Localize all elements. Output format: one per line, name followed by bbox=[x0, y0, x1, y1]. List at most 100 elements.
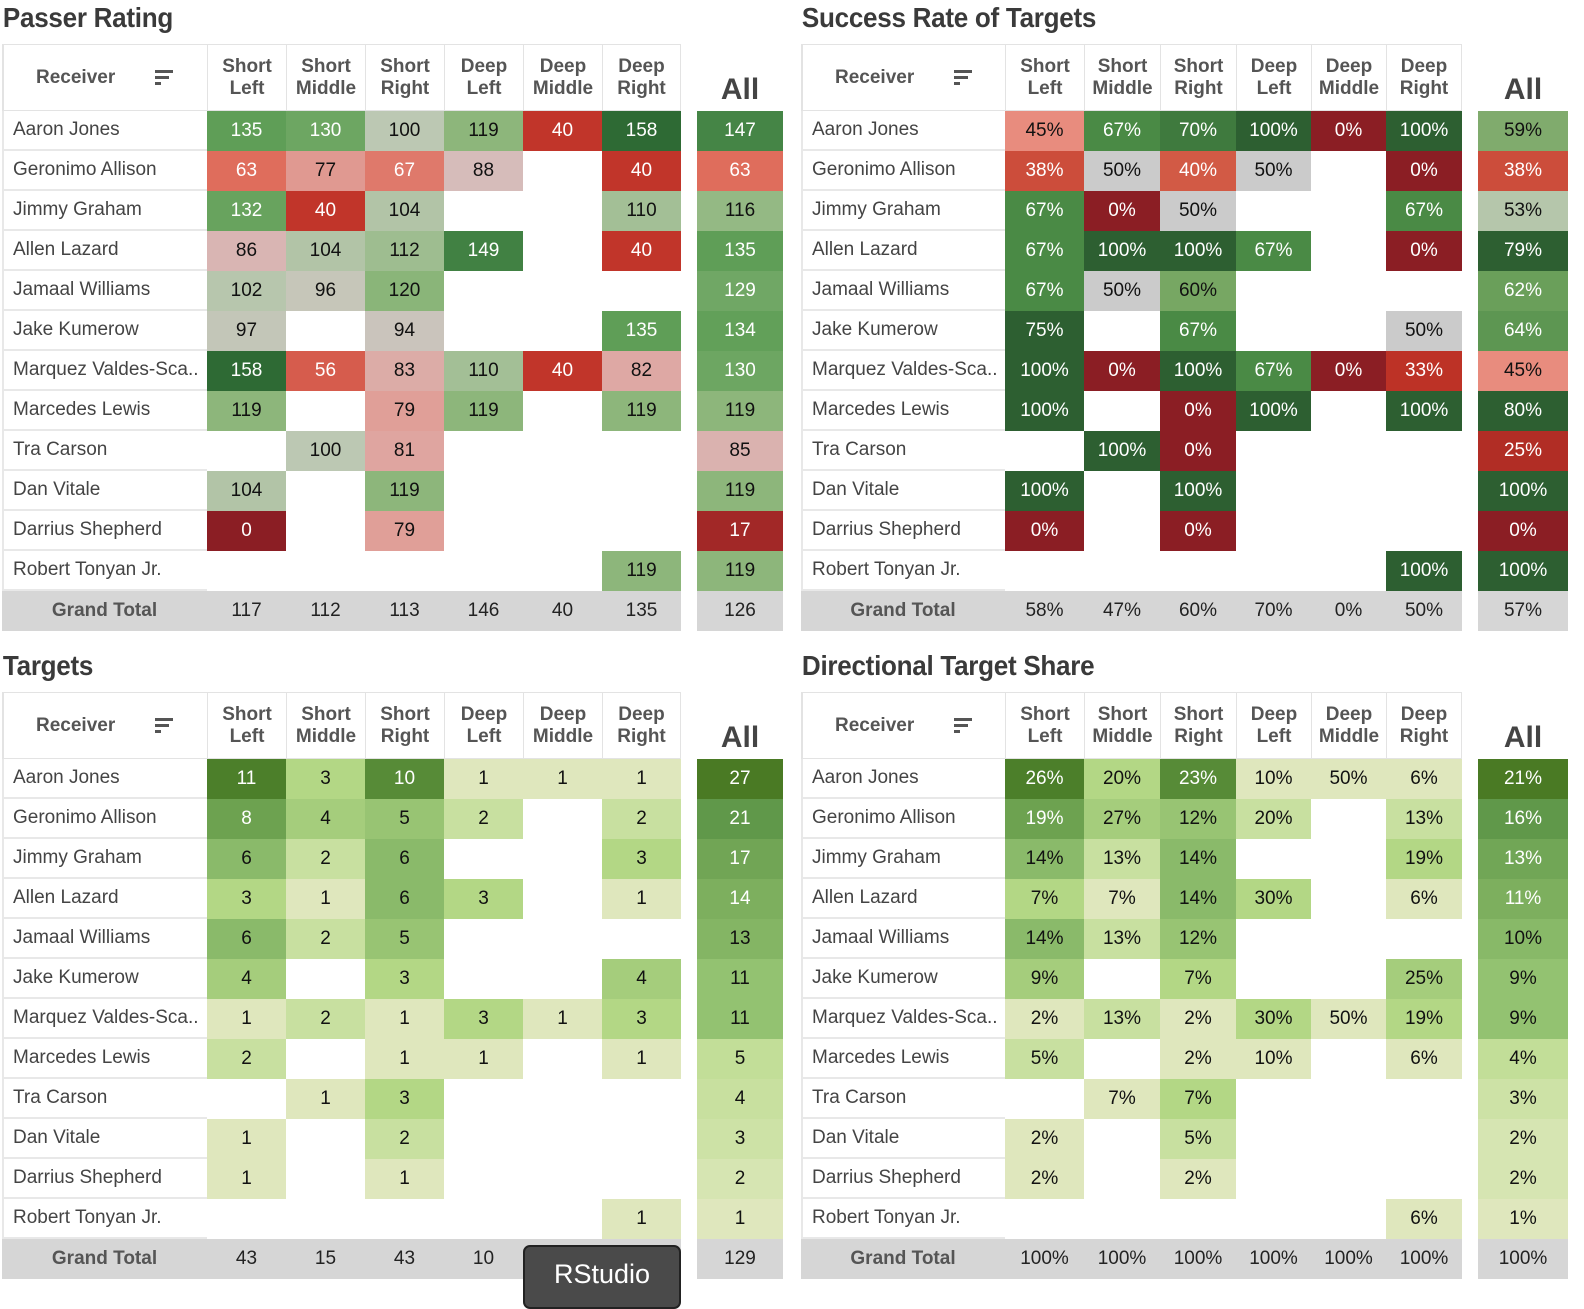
receiver-name[interactable]: Dan Vitale bbox=[801, 471, 1005, 511]
column-header[interactable]: Deep Left bbox=[1236, 44, 1311, 111]
column-header[interactable]: Deep Middle bbox=[1311, 44, 1386, 111]
column-gap bbox=[681, 1119, 697, 1159]
receiver-name[interactable]: Jamaal Williams bbox=[801, 271, 1005, 311]
receiver-name[interactable]: Marquez Valdes-Sca.. bbox=[2, 351, 207, 391]
receiver-name[interactable]: Allen Lazard bbox=[801, 879, 1005, 919]
heatmap-cell bbox=[523, 1079, 602, 1119]
sort-icon[interactable] bbox=[155, 718, 174, 733]
receiver-name[interactable]: Jake Kumerow bbox=[2, 311, 207, 351]
column-header[interactable]: Short Right bbox=[365, 44, 444, 111]
all-cell: 1% bbox=[1478, 1199, 1568, 1239]
receiver-name[interactable]: Robert Tonyan Jr. bbox=[2, 551, 207, 591]
all-cell: 0% bbox=[1478, 511, 1568, 551]
receiver-name[interactable]: Dan Vitale bbox=[801, 1119, 1005, 1159]
column-header[interactable]: Deep Right bbox=[602, 692, 681, 759]
receiver-name[interactable]: Jamaal Williams bbox=[2, 919, 207, 959]
receiver-name[interactable]: Jake Kumerow bbox=[801, 959, 1005, 999]
column-header[interactable]: Short Middle bbox=[286, 692, 365, 759]
sort-icon[interactable] bbox=[954, 718, 973, 733]
receiver-name[interactable]: Allen Lazard bbox=[801, 231, 1005, 271]
receiver-name[interactable]: Marcedes Lewis bbox=[2, 1039, 207, 1079]
column-header[interactable]: Short Left bbox=[1005, 44, 1084, 111]
receiver-name[interactable]: Marcedes Lewis bbox=[801, 1039, 1005, 1079]
heatmap-cell: 1 bbox=[286, 1079, 365, 1119]
heatmap-cell: 13% bbox=[1084, 919, 1160, 959]
receiver-name[interactable]: Tra Carson bbox=[2, 1079, 207, 1119]
heatmap-cell bbox=[444, 271, 523, 311]
receiver-name[interactable]: Jamaal Williams bbox=[2, 271, 207, 311]
column-gap bbox=[681, 271, 697, 311]
column-header[interactable]: Deep Right bbox=[1386, 44, 1462, 111]
heatmap-cell: 120 bbox=[365, 271, 444, 311]
receiver-name[interactable]: Geronimo Allison bbox=[2, 799, 207, 839]
grand-total-cell: 40 bbox=[523, 591, 602, 631]
receiver-name[interactable]: Jimmy Graham bbox=[801, 191, 1005, 231]
heatmap-cell: 112 bbox=[365, 231, 444, 271]
column-gap bbox=[1462, 959, 1478, 999]
column-header[interactable]: Short Right bbox=[1160, 44, 1236, 111]
receiver-name[interactable]: Robert Tonyan Jr. bbox=[2, 1199, 207, 1239]
column-header[interactable]: Deep Middle bbox=[523, 44, 602, 111]
heatmap-cell bbox=[602, 919, 681, 959]
column-header[interactable]: Short Middle bbox=[1084, 692, 1160, 759]
sort-icon[interactable] bbox=[954, 70, 973, 85]
column-header[interactable]: Deep Right bbox=[602, 44, 681, 111]
receiver-name[interactable]: Marquez Valdes-Sca.. bbox=[801, 999, 1005, 1039]
receiver-name[interactable]: Geronimo Allison bbox=[801, 799, 1005, 839]
receiver-header[interactable]: Receiver bbox=[2, 44, 207, 111]
column-header[interactable]: Short Middle bbox=[286, 44, 365, 111]
receiver-name[interactable]: Jake Kumerow bbox=[801, 311, 1005, 351]
receiver-name[interactable]: Geronimo Allison bbox=[2, 151, 207, 191]
receiver-header[interactable]: Receiver bbox=[801, 692, 1005, 759]
receiver-name[interactable]: Tra Carson bbox=[2, 431, 207, 471]
target-share-panel: Directional Target Share Receiver Short Le… bbox=[801, 648, 1568, 1279]
heatmap-cell bbox=[1005, 431, 1084, 471]
receiver-name[interactable]: Allen Lazard bbox=[2, 231, 207, 271]
receiver-name[interactable]: Jamaal Williams bbox=[801, 919, 1005, 959]
column-header[interactable]: Short Left bbox=[207, 692, 286, 759]
receiver-name[interactable]: Aaron Jones bbox=[2, 759, 207, 799]
heatmap-cell: 19% bbox=[1005, 799, 1084, 839]
receiver-name[interactable]: Tra Carson bbox=[801, 1079, 1005, 1119]
receiver-name[interactable]: Marquez Valdes-Sca.. bbox=[801, 351, 1005, 391]
rstudio-tooltip: RStudio bbox=[523, 1245, 681, 1309]
column-header[interactable]: Short Right bbox=[365, 692, 444, 759]
column-header[interactable]: Short Left bbox=[207, 44, 286, 111]
receiver-name[interactable]: Darrius Shepherd bbox=[2, 511, 207, 551]
sort-icon[interactable] bbox=[155, 70, 174, 85]
column-header[interactable]: Short Middle bbox=[1084, 44, 1160, 111]
receiver-name[interactable]: Marquez Valdes-Sca.. bbox=[2, 999, 207, 1039]
heatmap-cell: 4 bbox=[602, 959, 681, 999]
receiver-name[interactable]: Darrius Shepherd bbox=[801, 511, 1005, 551]
column-header[interactable]: Deep Left bbox=[1236, 692, 1311, 759]
receiver-header[interactable]: Receiver bbox=[801, 44, 1005, 111]
receiver-name[interactable]: Allen Lazard bbox=[2, 879, 207, 919]
receiver-name[interactable]: Tra Carson bbox=[801, 431, 1005, 471]
receiver-name[interactable]: Dan Vitale bbox=[2, 471, 207, 511]
column-header[interactable]: Short Left bbox=[1005, 692, 1084, 759]
receiver-name[interactable]: Marcedes Lewis bbox=[2, 391, 207, 431]
receiver-name[interactable]: Jimmy Graham bbox=[2, 191, 207, 231]
receiver-name[interactable]: Marcedes Lewis bbox=[801, 391, 1005, 431]
receiver-name[interactable]: Dan Vitale bbox=[2, 1119, 207, 1159]
receiver-name[interactable]: Darrius Shepherd bbox=[801, 1159, 1005, 1199]
receiver-name[interactable]: Geronimo Allison bbox=[801, 151, 1005, 191]
column-header[interactable]: Deep Middle bbox=[523, 692, 602, 759]
receiver-name[interactable]: Jimmy Graham bbox=[2, 839, 207, 879]
column-header[interactable]: Short Right bbox=[1160, 692, 1236, 759]
receiver-name[interactable]: Jimmy Graham bbox=[801, 839, 1005, 879]
receiver-header[interactable]: Receiver bbox=[2, 692, 207, 759]
receiver-name[interactable]: Aaron Jones bbox=[2, 111, 207, 151]
heatmap-cell bbox=[286, 551, 365, 591]
receiver-name[interactable]: Darrius Shepherd bbox=[2, 1159, 207, 1199]
receiver-name[interactable]: Aaron Jones bbox=[801, 759, 1005, 799]
column-header[interactable]: Deep Middle bbox=[1311, 692, 1386, 759]
heatmap-cell: 67% bbox=[1236, 231, 1311, 271]
receiver-name[interactable]: Robert Tonyan Jr. bbox=[801, 551, 1005, 591]
receiver-name[interactable]: Jake Kumerow bbox=[2, 959, 207, 999]
receiver-name[interactable]: Aaron Jones bbox=[801, 111, 1005, 151]
column-header[interactable]: Deep Left bbox=[444, 692, 523, 759]
receiver-name[interactable]: Robert Tonyan Jr. bbox=[801, 1199, 1005, 1239]
column-header[interactable]: Deep Left bbox=[444, 44, 523, 111]
column-header[interactable]: Deep Right bbox=[1386, 692, 1462, 759]
